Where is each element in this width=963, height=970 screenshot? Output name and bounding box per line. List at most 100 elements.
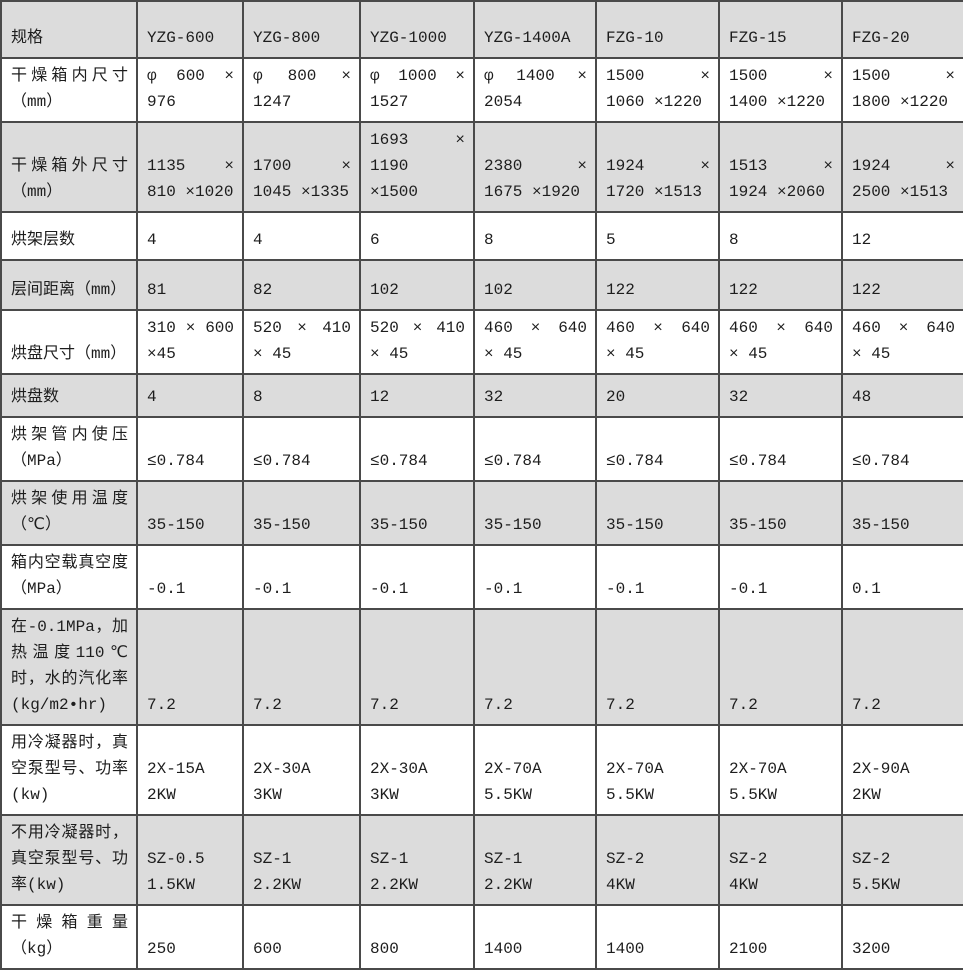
spec-cell: 2X-30A 3KW <box>242 724 361 816</box>
spec-cell: 460 × 640 × 45 <box>595 309 720 375</box>
table-row: 箱内空载真空度（MPa） -0.1 -0.1 -0.1 -0.1 -0.1 -0.1 0.1 <box>0 544 963 610</box>
spec-cell: ≤0.784 <box>595 416 720 482</box>
table-row: 烘架使用温度（℃） 35-150 35-150 35-150 35-150 35-150 3… <box>0 480 963 546</box>
row-label: 层间距离（mm） <box>0 259 138 311</box>
spec-cell: SZ-2 4KW <box>595 814 720 906</box>
spec-cell: 122 <box>595 259 720 311</box>
column-header: FZG-15 <box>718 0 843 59</box>
spec-cell: 1500 × 1400 ×1220 <box>718 57 843 123</box>
spec-cell: -0.1 <box>473 544 597 610</box>
spec-cell: 800 <box>359 904 475 970</box>
spec-cell: 7.2 <box>359 608 475 726</box>
row-label: 在-0.1MPa，加热温度110℃时，水的汽化率(kg/m2•hr) <box>0 608 138 726</box>
spec-cell: 122 <box>718 259 843 311</box>
spec-cell: 4 <box>136 211 244 261</box>
spec-cell: 35-150 <box>359 480 475 546</box>
spec-cell: 1924 × 2500 ×1513 <box>841 121 963 213</box>
spec-cell: 1400 <box>473 904 597 970</box>
spec-cell: 8 <box>718 211 843 261</box>
spec-cell: 12 <box>841 211 963 261</box>
spec-cell: 4 <box>136 373 244 418</box>
table-row: 烘架层数 4 4 6 8 5 8 12 <box>0 211 963 261</box>
spec-cell: ≤0.784 <box>359 416 475 482</box>
spec-cell: 1400 <box>595 904 720 970</box>
spec-cell: 250 <box>136 904 244 970</box>
spec-cell: 4 <box>242 211 361 261</box>
spec-cell: 35-150 <box>595 480 720 546</box>
table-row: 干燥箱内尺寸（mm） φ 600 × 976 φ 800 × 1247 φ 1000 … <box>0 57 963 123</box>
table-row: 不用冷凝器时，真空泵型号、功率(kw) SZ-0.5 1.5KW SZ-1 2.2K… <box>0 814 963 906</box>
spec-cell: SZ-1 2.2KW <box>242 814 361 906</box>
spec-cell: 7.2 <box>595 608 720 726</box>
spec-cell: 7.2 <box>242 608 361 726</box>
spec-cell: 1924 × 1720 ×1513 <box>595 121 720 213</box>
column-header: YZG-1400A <box>473 0 597 59</box>
row-label: 箱内空载真空度（MPa） <box>0 544 138 610</box>
spec-cell: 6 <box>359 211 475 261</box>
spec-cell: ≤0.784 <box>718 416 843 482</box>
table-row: 用冷凝器时，真空泵型号、功率(kw) 2X-15A 2KW 2X-30A 3KW 2X… <box>0 724 963 816</box>
row-label: 干燥箱内尺寸（mm） <box>0 57 138 123</box>
spec-cell: 7.2 <box>841 608 963 726</box>
column-header: FZG-10 <box>595 0 720 59</box>
spec-cell: 32 <box>718 373 843 418</box>
spec-cell: 520 × 410 × 45 <box>242 309 361 375</box>
spec-cell: 0.1 <box>841 544 963 610</box>
row-label: 干燥箱重量（kg） <box>0 904 138 970</box>
table-row: 烘架管内使压（MPa） ≤0.784 ≤0.784 ≤0.784 ≤0.784 ≤0.78… <box>0 416 963 482</box>
spec-cell: 8 <box>473 211 597 261</box>
spec-cell: 7.2 <box>718 608 843 726</box>
row-label: 烘盘数 <box>0 373 138 418</box>
spec-cell: 12 <box>359 373 475 418</box>
spec-cell: 2X-90A 2KW <box>841 724 963 816</box>
spec-cell: φ 1400 × 2054 <box>473 57 597 123</box>
table-row: 烘盘尺寸（mm） 310 × 600 ×45 520 × 410 × 45 520 ×… <box>0 309 963 375</box>
spec-cell: ≤0.784 <box>841 416 963 482</box>
column-header: YZG-1000 <box>359 0 475 59</box>
spec-cell: ≤0.784 <box>242 416 361 482</box>
spec-cell: SZ-2 5.5KW <box>841 814 963 906</box>
spec-cell: 460 × 640 × 45 <box>718 309 843 375</box>
spec-cell: 2100 <box>718 904 843 970</box>
spec-cell: 35-150 <box>718 480 843 546</box>
column-header: YZG-800 <box>242 0 361 59</box>
spec-cell: 5 <box>595 211 720 261</box>
spec-cell: φ 600 × 976 <box>136 57 244 123</box>
spec-cell: 48 <box>841 373 963 418</box>
spec-corner-header: 规格 <box>0 0 138 59</box>
spec-cell: 122 <box>841 259 963 311</box>
spec-cell: 1135 × 810 ×1020 <box>136 121 244 213</box>
table-row: 干燥箱外尺寸（mm） 1135 × 810 ×1020 1700 × 1045 ×1… <box>0 121 963 213</box>
spec-cell: SZ-1 2.2KW <box>473 814 597 906</box>
spec-cell: 81 <box>136 259 244 311</box>
spec-cell: 20 <box>595 373 720 418</box>
spec-cell: 2X-15A 2KW <box>136 724 244 816</box>
spec-cell: 460 × 640 × 45 <box>473 309 597 375</box>
spec-cell: -0.1 <box>359 544 475 610</box>
spec-cell: 7.2 <box>136 608 244 726</box>
spec-cell: 7.2 <box>473 608 597 726</box>
spec-cell: ≤0.784 <box>473 416 597 482</box>
row-label: 烘架管内使压（MPa） <box>0 416 138 482</box>
spec-cell: 2X-30A 3KW <box>359 724 475 816</box>
spec-cell: 82 <box>242 259 361 311</box>
spec-cell: 1500 × 1060 ×1220 <box>595 57 720 123</box>
spec-cell: -0.1 <box>718 544 843 610</box>
row-label: 不用冷凝器时，真空泵型号、功率(kw) <box>0 814 138 906</box>
spec-cell: φ 800 × 1247 <box>242 57 361 123</box>
column-header: YZG-600 <box>136 0 244 59</box>
spec-cell: 310 × 600 ×45 <box>136 309 244 375</box>
spec-cell: 600 <box>242 904 361 970</box>
spec-cell: 35-150 <box>473 480 597 546</box>
column-header: FZG-20 <box>841 0 963 59</box>
spec-cell: 460 × 640 × 45 <box>841 309 963 375</box>
spec-cell: 35-150 <box>242 480 361 546</box>
spec-cell: 35-150 <box>136 480 244 546</box>
table-row: 干燥箱重量（kg） 250 600 800 1400 1400 2100 3200 <box>0 904 963 970</box>
spec-cell: 1700 × 1045 ×1335 <box>242 121 361 213</box>
spec-cell: SZ-2 4KW <box>718 814 843 906</box>
row-label: 烘架层数 <box>0 211 138 261</box>
spec-cell: SZ-0.5 1.5KW <box>136 814 244 906</box>
spec-cell: 2X-70A 5.5KW <box>473 724 597 816</box>
